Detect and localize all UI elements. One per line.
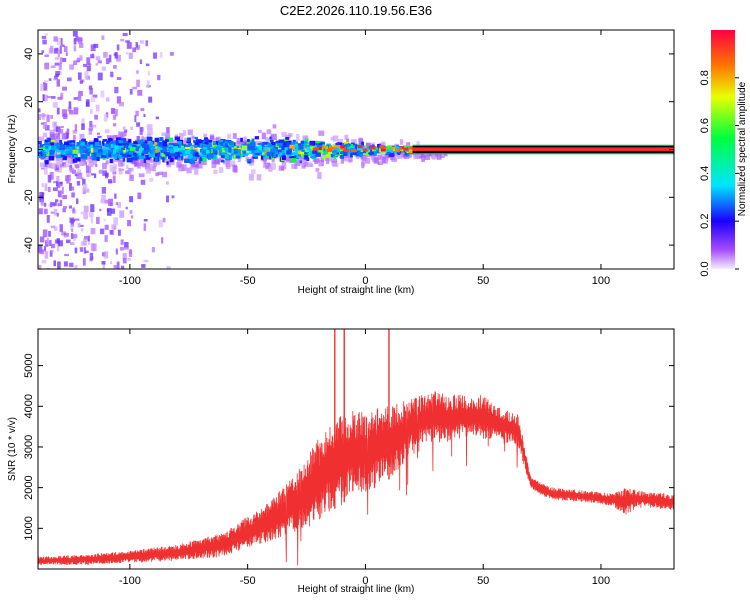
spectrogram-xtick-label: 100 (592, 275, 610, 287)
spectrogram-ytick-label: 20 (23, 96, 35, 108)
spectrogram-xtick-label: -100 (119, 275, 141, 287)
spectrogram-signal-band (38, 136, 418, 165)
colorbar-tick-label: 0.6 (699, 118, 711, 133)
snr-xtick-label: 0 (362, 575, 368, 587)
spectrogram-ytick-label: -20 (23, 189, 35, 205)
spectrogram-xtick-label: -50 (240, 275, 256, 287)
snr-ticks: -100 -50 0 50 100 1000 2000 3000 4000 5000 (23, 329, 674, 587)
spectrogram-ytick-label: -40 (23, 237, 35, 253)
spectrogram-image (38, 30, 674, 269)
snr-xtick-label: 50 (477, 575, 489, 587)
snr-ytick-label: 4000 (23, 394, 35, 418)
snr-ytick-label: 5000 (23, 353, 35, 377)
colorbar-tick-label: 0.8 (699, 70, 711, 85)
spectrogram-xlabel: Height of straight line (km) (298, 285, 415, 296)
colorbar-gradient (711, 30, 735, 269)
snr-ytick-label: 1000 (23, 516, 35, 540)
snr-xtick-label: -50 (240, 575, 256, 587)
spectrogram-xtick-label: 0 (362, 275, 368, 287)
colorbar: 0.0 0.2 0.4 0.6 0.8 Normalized spectral ampl… (699, 30, 748, 277)
colorbar-tick-label: 0.2 (699, 214, 711, 229)
snr-spikes (334, 329, 390, 509)
spectrogram-xtick-label: 50 (477, 275, 489, 287)
snr-xlabel: Height of straight line (km) (298, 584, 415, 595)
snr-plot-area (38, 329, 674, 566)
figure-title: C2E2.2026.110.19.56.E36 (280, 3, 432, 18)
spectrogram-ticks: -100 -50 0 50 100 -40 -20 0 20 40 (23, 30, 674, 287)
snr-xtick-label: 100 (592, 575, 610, 587)
spectrogram-ytick-label: 0 (23, 146, 35, 152)
snr-panel: -100 -50 0 50 100 1000 2000 3000 4000 5000 Height… (7, 328, 675, 595)
snr-ytick-label: 3000 (23, 435, 35, 459)
snr-ylabel: SNR (10 * v/v) (7, 417, 18, 481)
colorbar-tick-label: 0.0 (699, 261, 711, 276)
snr-ytick-label: 2000 (23, 475, 35, 499)
spectrogram-ytick-label: 40 (23, 48, 35, 60)
snr-series-line (38, 391, 674, 566)
colorbar-tick-label: 0.4 (699, 166, 711, 181)
colorbar-ticks: 0.0 0.2 0.4 0.6 0.8 (699, 70, 739, 277)
spectrogram-constant-line (412, 144, 674, 155)
snr-xtick-label: -100 (119, 575, 141, 587)
spectrogram-ylabel: Frequency (Hz) (7, 115, 18, 184)
colorbar-label: Normalized spectral amplitude (737, 81, 748, 216)
spectrogram-panel: -100 -50 0 50 100 -40 -20 0 20 40 Height of strai… (7, 29, 675, 296)
snr-frame (37, 328, 675, 570)
